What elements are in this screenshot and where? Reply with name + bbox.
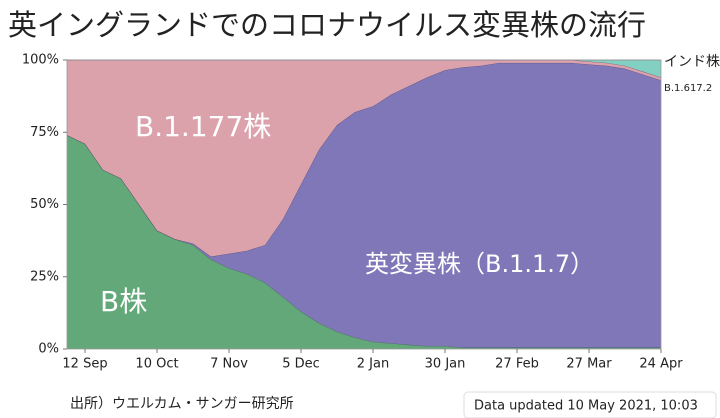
series-label: インド株 bbox=[664, 54, 720, 70]
chart-title: 英イングランドでのコロナウイルス変異株の流行 bbox=[8, 8, 646, 42]
x-tick-label: 7 Nov bbox=[210, 357, 248, 372]
y-tick-label: 75% bbox=[30, 125, 59, 140]
series-label: 英変異株（B.1.1.7） bbox=[365, 250, 594, 278]
x-tick-label: 2 Jan bbox=[357, 357, 389, 372]
y-tick-label: 50% bbox=[30, 197, 59, 212]
x-tick-label: 27 Feb bbox=[495, 357, 539, 372]
series-code: B.1.617.2 bbox=[664, 83, 712, 94]
update-note: Data updated 10 May 2021, 10:03 bbox=[474, 399, 698, 414]
x-tick-label: 27 Mar bbox=[566, 357, 612, 372]
y-tick-label: 25% bbox=[30, 269, 59, 284]
area bbox=[67, 60, 661, 257]
y-tick-label: 100% bbox=[22, 53, 59, 68]
x-tick-label: 5 Dec bbox=[282, 357, 320, 372]
series-label: B.1.177株 bbox=[135, 110, 271, 143]
x-tick-label: 10 Oct bbox=[135, 357, 178, 372]
x-tick-label: 30 Jan bbox=[425, 357, 466, 372]
update-box bbox=[463, 391, 717, 418]
source-note: 出所）ウエルカム・サンガー研究所 bbox=[70, 396, 294, 412]
x-tick-label: 12 Sep bbox=[62, 357, 107, 372]
x-tick-label: 24 Apr bbox=[639, 357, 683, 372]
y-tick-label: 0% bbox=[38, 342, 59, 357]
area bbox=[67, 60, 661, 78]
series-label: B株 bbox=[100, 285, 147, 318]
area bbox=[67, 62, 661, 348]
area bbox=[67, 135, 661, 349]
